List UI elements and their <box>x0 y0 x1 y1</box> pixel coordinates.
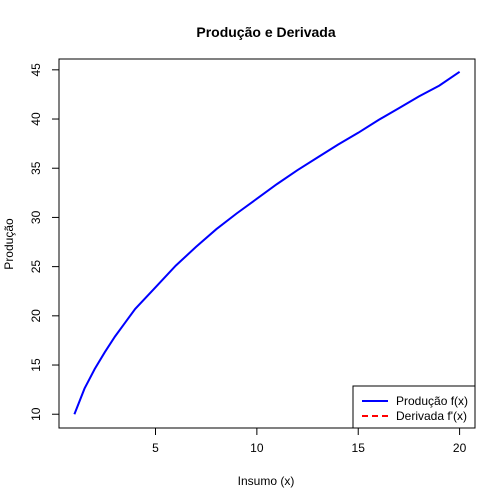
y-tick-label: 35 <box>29 161 43 175</box>
y-tick-label: 20 <box>29 309 43 323</box>
y-tick-label: 45 <box>29 63 43 77</box>
x-tick-label: 5 <box>152 441 159 455</box>
y-tick-label: 15 <box>29 358 43 372</box>
legend-label-derivative: Derivada f'(x) <box>396 409 467 423</box>
plot-frame <box>58 58 476 429</box>
chart-title: Produção e Derivada <box>196 24 335 40</box>
legend: Produção f(x) Derivada f'(x) <box>352 385 476 429</box>
x-tick-label: 10 <box>250 441 264 455</box>
y-tick-label: 10 <box>29 407 43 421</box>
x-tick-label: 20 <box>453 441 467 455</box>
x-axis-label: Insumo (x) <box>238 474 295 488</box>
y-tick-label: 40 <box>29 112 43 126</box>
y-axis: 10 15 20 25 30 35 40 45 <box>29 63 60 421</box>
series-layer <box>73 70 461 415</box>
y-axis-label: Produção <box>2 218 16 270</box>
legend-box <box>352 385 476 429</box>
x-axis: 5 10 15 20 <box>152 427 467 455</box>
x-tick-label: 15 <box>352 441 366 455</box>
y-tick-label: 25 <box>29 260 43 274</box>
series-line-0 <box>73 70 461 415</box>
y-tick-label: 30 <box>29 210 43 224</box>
legend-label-production: Produção f(x) <box>396 394 468 408</box>
